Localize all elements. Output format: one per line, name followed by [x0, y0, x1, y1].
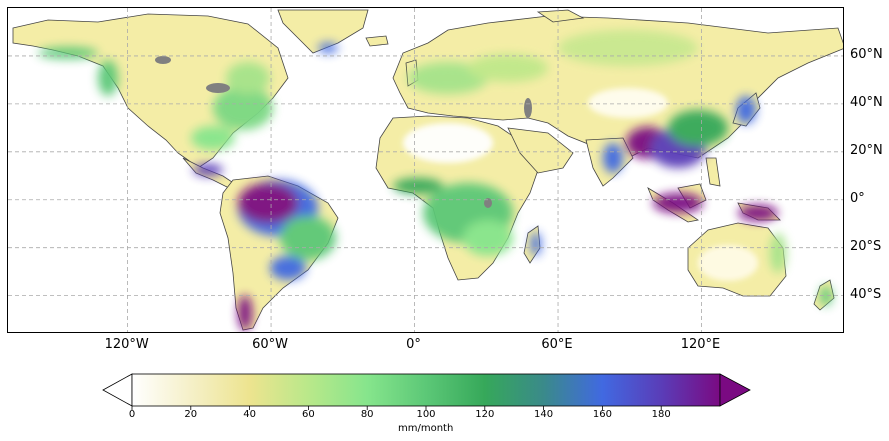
- colorbar-tick-label: 0: [128, 409, 136, 420]
- colorbar-tick-label: 160: [592, 409, 612, 420]
- lat-tick-label: 20°N: [850, 142, 883, 158]
- lon-tick-label: 120°W: [104, 337, 149, 352]
- precipitation-map: [8, 8, 843, 332]
- lat-tick-label: 20°S: [850, 238, 882, 254]
- lat-tick-label: 40°S: [850, 286, 882, 302]
- philippines: [705, 157, 721, 187]
- precip-field: [38, 30, 832, 331]
- colorbar-label: mm/month: [398, 423, 454, 434]
- lat-tick-label: 60°N: [850, 46, 883, 62]
- gridlines: [8, 8, 843, 332]
- colorbar-tick-label: 180: [651, 409, 671, 420]
- colorbar-tick-label: 20: [184, 409, 198, 420]
- colorbar-tick-label: 100: [416, 409, 436, 420]
- colorbar-tick-label: 60: [302, 409, 315, 420]
- colorbar-tick-label: 120: [475, 409, 495, 420]
- colorbar-tick-label: 80: [360, 409, 374, 420]
- lon-tick-label: 120°E: [680, 337, 721, 352]
- colorbar-extend-min: [102, 373, 133, 407]
- colorbar-tick-label: 140: [534, 409, 554, 420]
- colorbar-ticks: [131, 406, 662, 410]
- lon-tick-label: 0°: [406, 337, 421, 352]
- colorbar-tick-label: 40: [243, 409, 256, 420]
- colorbar-body: [131, 373, 721, 407]
- map-frame: [7, 7, 844, 333]
- lon-tick-label: 60°E: [541, 337, 573, 352]
- lakes: [155, 56, 532, 208]
- iceland: [365, 35, 389, 47]
- colorbar-extend-max: [719, 373, 751, 407]
- arabia: [507, 127, 574, 174]
- lat-tick-label: 40°N: [850, 94, 883, 110]
- lat-tick-label: 0°: [850, 190, 865, 206]
- lon-tick-label: 60°W: [252, 337, 288, 352]
